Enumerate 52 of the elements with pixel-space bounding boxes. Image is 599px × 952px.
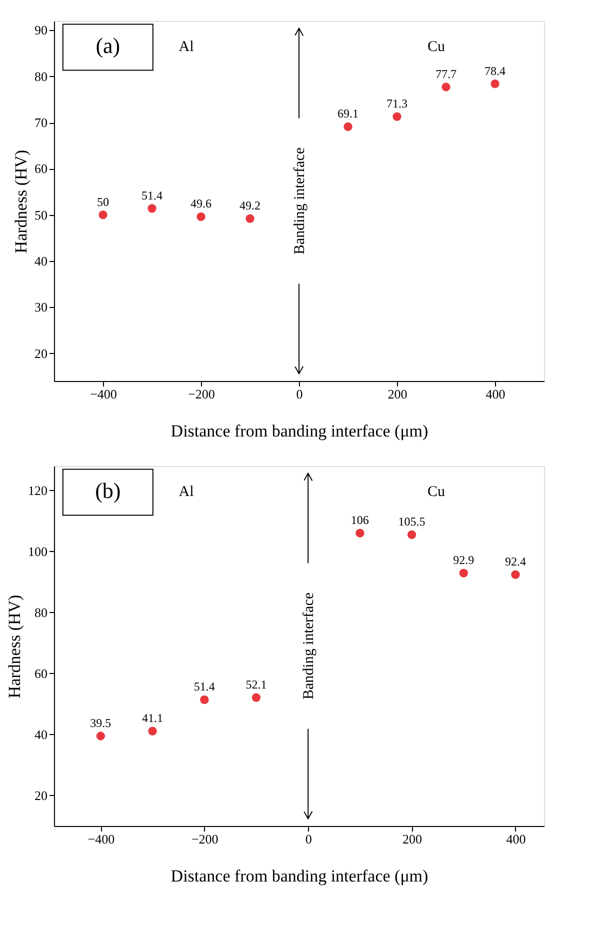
data-label: 39.5 (90, 716, 112, 730)
data-label: 51.4 (142, 188, 162, 202)
y-tick-label: 30 (34, 300, 48, 315)
y-axis-title: Hardness (HV) (5, 594, 24, 698)
y-axis-title: Hardness (HV) (12, 150, 30, 254)
annotation: Al (178, 39, 194, 56)
data-label: 41.1 (142, 711, 164, 726)
data-label: 71.3 (386, 96, 408, 111)
data-label: 49.2 (240, 198, 260, 213)
x-tick-label: −200 (191, 832, 218, 846)
y-tick-label: 40 (34, 254, 48, 268)
annotation: Cu (427, 484, 446, 500)
data-label: 49.6 (190, 196, 212, 211)
x-tick-label: 0 (305, 832, 312, 846)
data-label: 78.4 (484, 64, 506, 78)
x-tick-label: −400 (88, 832, 115, 846)
x-tick-label: 400 (506, 832, 526, 846)
y-tick-label: 20 (34, 346, 48, 361)
annotation: Al (178, 484, 194, 500)
y-tick-label: 70 (34, 115, 48, 130)
x-tick-label: 0 (296, 386, 303, 402)
data-label: 92.4 (504, 554, 526, 569)
y-tick-label: 20 (34, 788, 48, 803)
y-tick-label: 80 (34, 68, 48, 84)
ref-line-label: Banding interface (292, 147, 308, 255)
annotation: (a) (96, 33, 120, 58)
data-label: 77.7 (436, 67, 456, 81)
y-tick-label: 90 (34, 22, 48, 38)
x-tick-label: 400 (486, 386, 506, 402)
data-label: 105.5 (398, 514, 426, 529)
y-tick-label: 50 (34, 207, 48, 222)
data-label: 51.4 (194, 680, 215, 694)
y-tick-label: 120 (28, 482, 48, 498)
annotation: Cu (427, 39, 446, 56)
data-label: 69.1 (338, 106, 358, 121)
x-tick-label: −400 (90, 386, 117, 402)
x-tick-label: −200 (188, 386, 215, 402)
y-tick-label: 100 (28, 544, 48, 559)
x-axis-title: Distance from banding interface (μm) (170, 866, 428, 886)
data-label: 52.1 (246, 678, 267, 692)
y-tick-label: 80 (34, 604, 48, 620)
data-label: 92.9 (453, 553, 474, 568)
data-label: 106 (350, 513, 369, 528)
x-axis-title: Distance from banding interface (μm) (170, 422, 428, 440)
y-tick-label: 60 (34, 666, 48, 681)
ref-line-label: Banding interface (301, 592, 318, 700)
y-tick-label: 60 (34, 161, 48, 176)
annotation: (b) (95, 478, 121, 504)
data-label: 50 (97, 194, 109, 209)
x-tick-label: 200 (402, 832, 422, 846)
y-tick-label: 40 (34, 726, 48, 742)
x-tick-label: 200 (388, 386, 408, 402)
